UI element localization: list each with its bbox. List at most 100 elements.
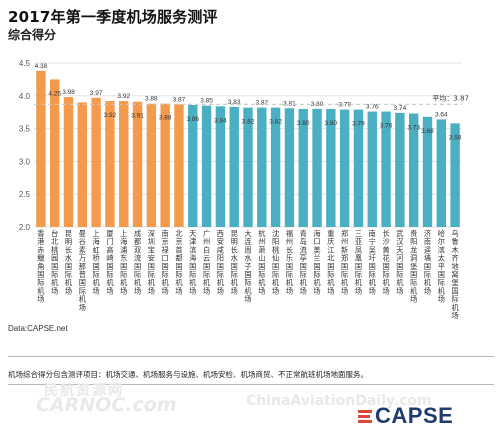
logo-mark-icon	[358, 409, 372, 424]
data-label: 3.82	[242, 119, 255, 126]
data-label: 3.92	[117, 93, 130, 100]
x-tick-label: 深圳宝安国际机场	[148, 229, 156, 295]
bar	[119, 101, 129, 227]
x-tick-label: 福州长乐国际机场	[286, 229, 294, 295]
page-title: 2017年第一季度机场服务测评	[8, 8, 218, 26]
data-label: 3.76	[366, 104, 379, 111]
y-tick-label: 2.5	[19, 190, 31, 199]
bar	[188, 104, 198, 227]
data-label: 4.25	[48, 90, 61, 97]
bar	[353, 109, 364, 227]
data-label: 3.58	[449, 134, 462, 141]
data-label: 3.74	[394, 105, 407, 112]
watermark-en: CARNOC.com	[36, 394, 177, 416]
data-label: 3.87	[173, 96, 186, 103]
data-label: 3.80	[297, 120, 310, 127]
bar	[257, 107, 267, 227]
x-tick-label: 郑州新郑国际机场	[341, 229, 349, 295]
data-label: 3.88	[145, 96, 158, 103]
x-tick-label: 济南遥墙国际机场	[424, 229, 432, 295]
bar	[312, 108, 322, 227]
y-tick-label: 3.5	[19, 125, 31, 134]
bar	[408, 113, 419, 227]
data-label: 3.80	[325, 120, 338, 127]
data-label: 3.83	[228, 99, 241, 106]
x-tick-label: 海口美兰国际机场	[313, 229, 321, 295]
page-subtitle: 综合得分	[8, 28, 57, 42]
bar	[160, 103, 170, 227]
x-tick-label: 哈尔滨太平国际机场	[438, 229, 446, 304]
x-tick-label: 乌鲁木齐地窝堡国际机场	[451, 229, 459, 320]
x-tick-label: 大连周水子国际机场	[244, 229, 252, 304]
bar	[132, 101, 143, 227]
data-label: 3.85	[200, 98, 213, 105]
x-tick-label: 南宁吴圩国际机场	[369, 229, 377, 295]
bar	[326, 108, 336, 227]
x-tick-label: 长沙黄花国际机场	[382, 229, 390, 295]
bar	[450, 123, 460, 227]
data-label: 3.73	[407, 125, 420, 132]
bar	[436, 119, 446, 227]
y-tick-label: 2.0	[19, 223, 31, 232]
divider-line	[8, 384, 494, 385]
bar	[36, 70, 46, 227]
bar	[201, 105, 212, 227]
x-tick-label: 杭州萧山国际机场	[258, 229, 266, 295]
x-tick-label: 台北桃园国际机场	[51, 229, 59, 295]
x-tick-label: 曼谷素万那普国际机场	[79, 229, 87, 312]
data-label: 3.97	[90, 90, 103, 97]
data-label: 3.98	[62, 89, 75, 96]
capse-logo: CAPSE	[358, 403, 453, 429]
average-label: 平均：3.87	[432, 93, 469, 102]
logo-text: CAPSE	[375, 403, 454, 428]
x-tick-label: 西安咸阳国际机场	[217, 229, 225, 295]
bar	[339, 109, 350, 227]
y-tick-label: 3.0	[19, 157, 31, 166]
bar	[229, 106, 239, 227]
bar	[395, 112, 405, 227]
data-label: 3.68	[421, 128, 434, 135]
bar	[243, 107, 253, 227]
x-tick-label: 南京禄口国际机场	[162, 229, 170, 295]
x-tick-label: 上海浦东国际机场	[120, 229, 128, 295]
divider-line	[8, 356, 494, 357]
data-label: 3.88	[159, 115, 172, 122]
bar	[63, 97, 74, 227]
data-label: 3.79	[352, 121, 365, 128]
y-tick-label: 4.5	[19, 59, 31, 68]
bar	[146, 103, 157, 227]
bar	[105, 101, 115, 227]
watermark-site: ChinaAviationDaily.com	[246, 393, 432, 409]
bar-chart: 2.0 2.5 3.0 3.5 4.0 4.5 4.38 香港赤鱲角国际机场 4.25 台北桃园国…	[19, 59, 469, 320]
footnote: 机场综合得分包含测评项目：机场交通、机场服务与设施、机场安检、机场商贸、不正常航…	[8, 370, 368, 379]
bar	[270, 107, 281, 227]
x-tick-label: 武汉天河国际机场	[396, 229, 404, 295]
data-label: 3.82	[255, 100, 268, 107]
x-tick-label: 三亚凤凰国际机场	[355, 229, 363, 295]
x-tick-label: 北京首都国际机场	[175, 229, 183, 295]
data-label: 3.64	[435, 111, 448, 118]
x-tick-label: 上海虹桥国际机场	[93, 229, 101, 295]
data-label: 3.86	[186, 116, 199, 123]
x-tick-label: 昆明长水国际机场	[231, 229, 239, 295]
bar	[284, 108, 295, 227]
bar	[50, 79, 60, 228]
bar	[381, 111, 391, 227]
bar	[174, 104, 184, 227]
x-tick-label: 贵阳龙洞堡国际机场	[410, 229, 418, 304]
x-tick-label: 厦门高崎国际机场	[106, 229, 114, 295]
data-source: Data:CAPSE.net	[8, 324, 68, 333]
data-label: 3.76	[380, 123, 393, 130]
x-tick-label: 广州白云国际机场	[203, 229, 211, 295]
bar	[91, 97, 101, 227]
bar	[77, 102, 88, 227]
x-tick-label: 香港赤鱲角国际机场	[37, 229, 45, 304]
watermark-cn: 民航资源网	[44, 383, 124, 399]
x-tick-label: 重庆江北国际机场	[327, 229, 335, 295]
data-label: 3.92	[104, 112, 117, 119]
x-tick-label: 成都双流国际机场	[134, 229, 142, 295]
x-tick-label: 青岛流亭国际机场	[300, 229, 308, 295]
x-tick-label: 沈阳桃仙国际机场	[272, 229, 280, 295]
bar	[367, 111, 377, 227]
data-label: 3.79	[338, 102, 351, 109]
